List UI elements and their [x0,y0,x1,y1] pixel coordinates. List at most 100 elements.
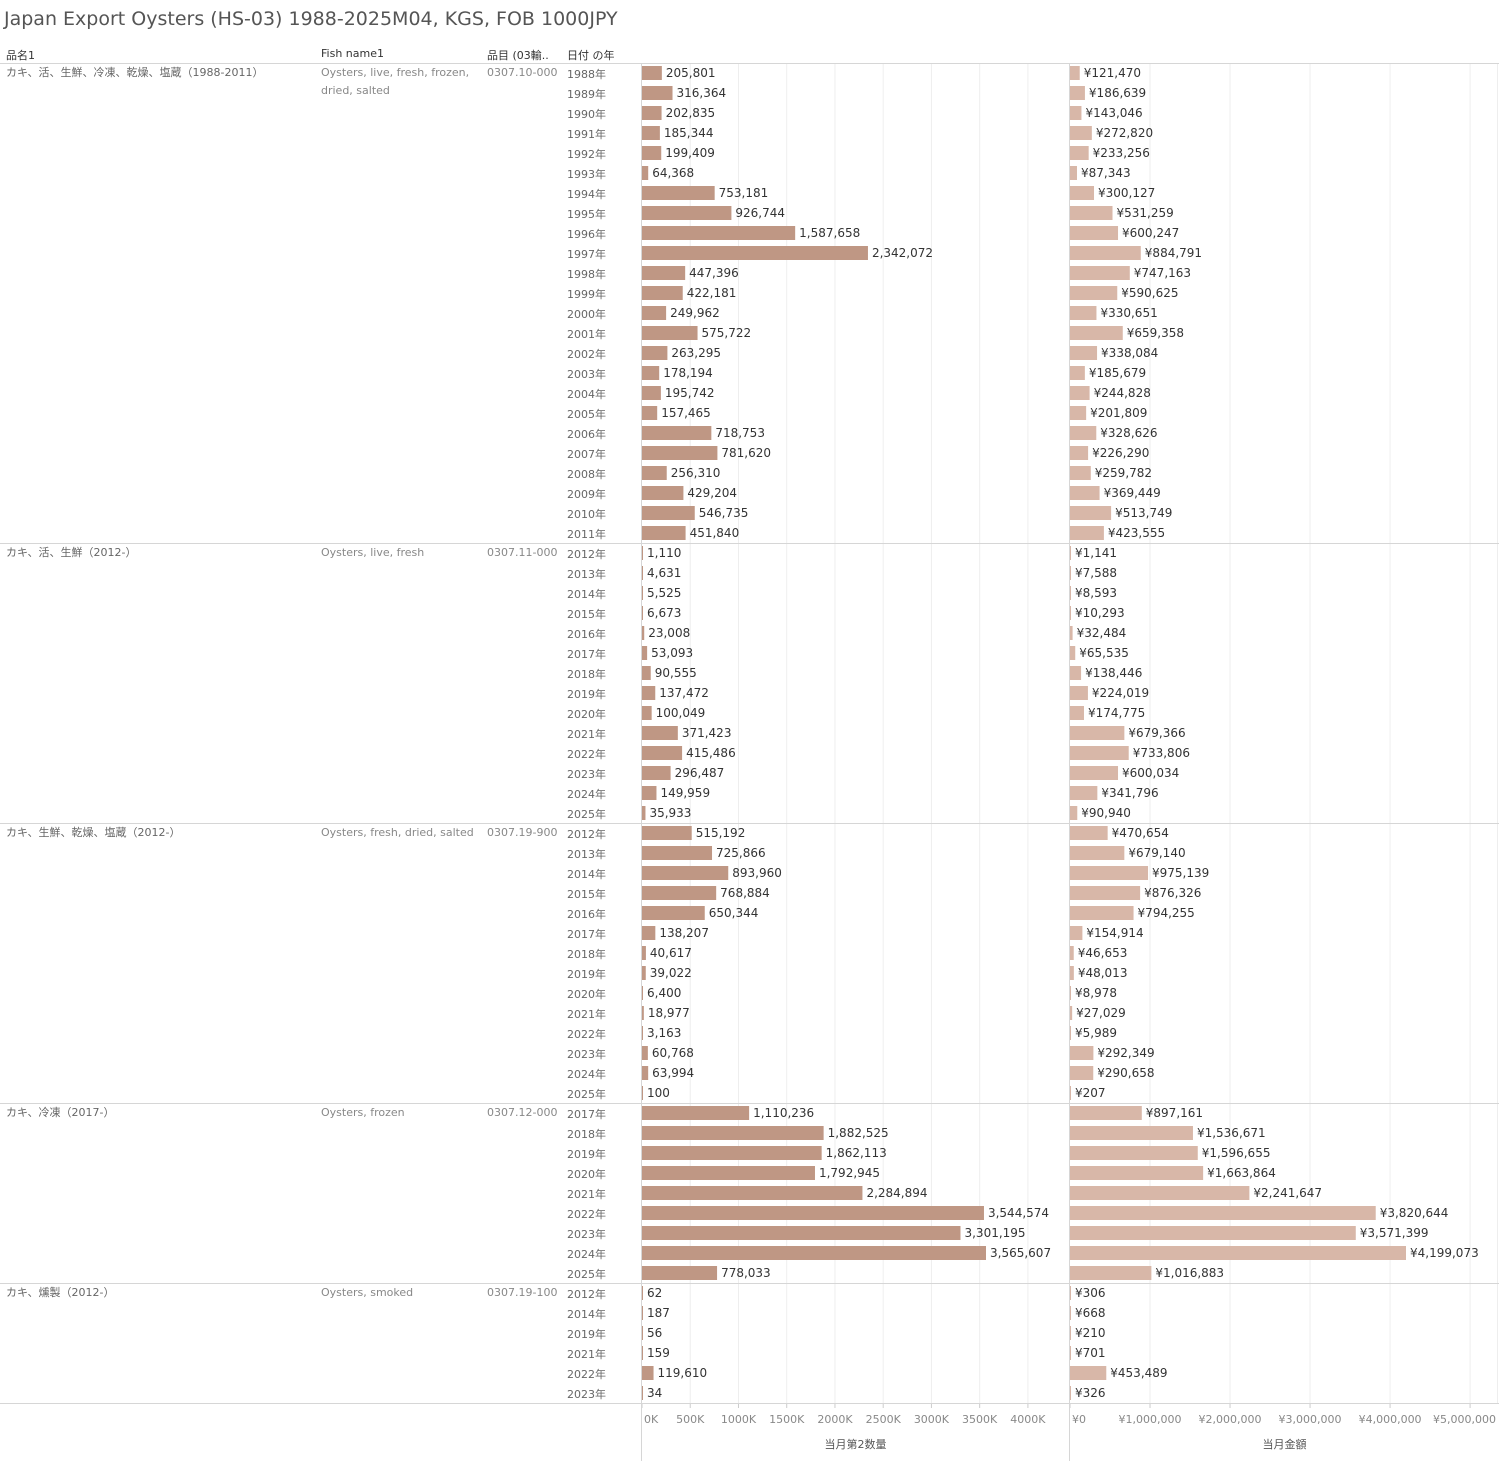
group-name-jp: カキ、冷凍（2017-） [6,1106,115,1119]
qty-data-label: 56 [647,1326,662,1340]
val-data-label: ¥154,914 [1086,926,1143,940]
val-bar [1070,226,1119,240]
val-data-label: ¥470,654 [1112,826,1169,840]
year-label: 2023年 [567,1228,606,1241]
year-label: 2024年 [567,788,606,801]
qty-bar [642,1066,649,1080]
qty-data-label: 159 [647,1346,670,1360]
qty-data-label: 926,744 [735,206,785,220]
year-label: 2019年 [567,688,606,701]
qty-data-label: 178,194 [663,366,713,380]
val-bar [1070,1086,1071,1100]
qty-bar [642,646,648,660]
qty-bar [642,286,683,300]
val-bar [1070,206,1113,220]
qty-bar [642,846,713,860]
qty-bar [642,426,712,440]
year-label: 2019年 [567,1328,606,1341]
qty-tick-label: 2000K [817,1413,853,1426]
year-label: 2017年 [567,928,606,941]
val-bar [1070,126,1092,140]
year-label: 2003年 [567,368,606,381]
val-tick-label: ¥5,000,000 [1433,1413,1496,1426]
year-label: 2016年 [567,908,606,921]
qty-bar [642,546,643,560]
group-name-jp: カキ、生鮮、乾燥、塩蔵（2012-） [6,826,181,839]
qty-bar [642,1306,643,1320]
val-data-label: ¥659,358 [1127,326,1184,340]
val-data-label: ¥2,241,647 [1253,1186,1322,1200]
year-label: 2000年 [567,308,606,321]
header-item-code[interactable]: 品目 (03輸.. [487,49,549,62]
year-label: 2022年 [567,748,606,761]
header-year[interactable]: 日付 の年 [567,49,615,62]
qty-data-label: 753,181 [719,186,769,200]
val-data-label: ¥87,343 [1081,166,1131,180]
val-tick-label: ¥0 [1072,1413,1086,1426]
qty-data-label: 60,768 [652,1046,694,1060]
qty-data-label: 768,884 [720,886,770,900]
year-label: 1998年 [567,268,606,281]
year-label: 2015年 [567,608,606,621]
val-bar [1070,1146,1198,1160]
qty-data-label: 3,544,574 [988,1206,1049,1220]
val-data-label: ¥326 [1075,1386,1106,1400]
qty-bar [642,746,683,760]
year-label: 2021年 [567,1348,606,1361]
val-bar [1070,106,1082,120]
year-label: 2015年 [567,888,606,901]
qty-tick-label: 3500K [962,1413,998,1426]
val-bar [1070,306,1097,320]
qty-data-label: 1,862,113 [826,1146,887,1160]
year-label: 2007年 [567,448,606,461]
val-data-label: ¥226,290 [1092,446,1149,460]
qty-bar [642,1366,654,1380]
val-data-label: ¥701 [1075,1346,1106,1360]
val-data-label: ¥210 [1075,1326,1106,1340]
val-data-label: ¥679,366 [1128,726,1185,740]
val-data-label: ¥1,141 [1075,546,1117,560]
group-item-code: 0307.19-100 [487,1286,558,1299]
year-label: 2008年 [567,468,606,481]
val-bar [1070,966,1074,980]
qty-data-label: 650,344 [709,906,759,920]
qty-data-label: 6,400 [647,986,681,1000]
year-label: 2022年 [567,1028,606,1041]
year-label: 2004年 [567,388,606,401]
qty-data-label: 249,962 [670,306,720,320]
year-label: 2002年 [567,348,606,361]
val-bar [1070,746,1129,760]
qty-bar [642,306,667,320]
year-label: 2017年 [567,1108,606,1121]
qty-bar [642,206,732,220]
val-bar [1070,926,1083,940]
year-label: 2019年 [567,1148,606,1161]
year-label: 2006年 [567,428,606,441]
header-product-name-jp[interactable]: 品名1 [6,49,35,62]
val-bar [1070,186,1095,200]
header-fish-name[interactable]: Fish name1 [321,47,384,60]
year-label: 2012年 [567,548,606,561]
group-name-en: Oysters, live, fresh [321,546,425,559]
qty-tick-label: 2500K [866,1413,902,1426]
val-data-label: ¥531,259 [1117,206,1174,220]
qty-bar [642,526,686,540]
val-data-label: ¥48,013 [1078,966,1128,980]
qty-tick-label: 500K [676,1413,705,1426]
val-data-label: ¥201,809 [1090,406,1147,420]
val-data-label: ¥233,256 [1093,146,1150,160]
val-data-label: ¥138,446 [1085,666,1142,680]
qty-data-label: 1,587,658 [799,226,860,240]
qty-bar [642,186,715,200]
qty-data-label: 34 [647,1386,662,1400]
qty-bar [642,1106,750,1120]
qty-bar [642,86,673,100]
val-data-label: ¥90,940 [1081,806,1131,820]
qty-data-label: 296,487 [675,766,725,780]
qty-bar [642,366,660,380]
qty-bar [642,506,695,520]
year-label: 2023年 [567,768,606,781]
qty-data-label: 1,792,945 [819,1166,880,1180]
year-label: 2023年 [567,1388,606,1401]
year-label: 2022年 [567,1208,606,1221]
